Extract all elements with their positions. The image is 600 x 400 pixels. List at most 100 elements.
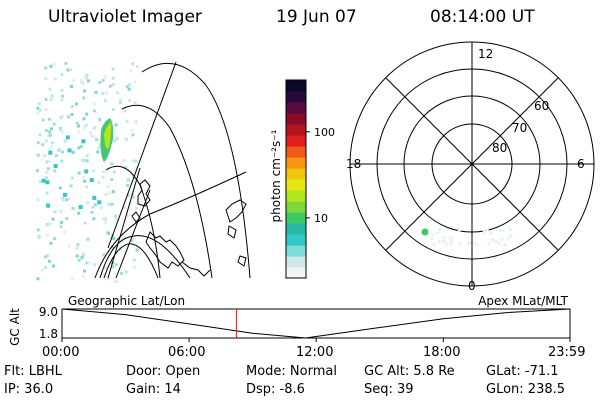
speckle — [134, 167, 138, 171]
speckle — [119, 99, 123, 103]
speckle — [64, 62, 68, 65]
speckle — [131, 175, 135, 179]
speckle-bright — [46, 203, 51, 208]
speckle — [53, 237, 56, 241]
speckle — [104, 220, 107, 224]
speckle — [104, 192, 108, 196]
mlt-label-12: 12 — [478, 47, 493, 61]
speckle — [92, 217, 96, 221]
speckle — [67, 244, 71, 248]
speckle — [116, 91, 119, 95]
polar-speckle — [489, 231, 493, 235]
speckle — [135, 206, 138, 210]
speckle — [49, 98, 53, 102]
colorbar-tick-label: 100 — [314, 126, 335, 139]
colorbar-label: photon cm⁻²s⁻¹ — [269, 129, 283, 222]
speckle — [77, 146, 81, 150]
speckle — [92, 102, 96, 106]
colorbar-cell — [286, 135, 306, 147]
speckle — [61, 94, 64, 98]
colorbar-cell — [286, 245, 306, 257]
instrument-title: Ultraviolet Imager — [48, 7, 202, 27]
speckle — [44, 97, 48, 101]
speckle — [49, 133, 52, 137]
lat-label-60: 60 — [534, 99, 549, 113]
dsp-info: Dsp: -8.6 — [246, 382, 305, 397]
speckle — [131, 133, 135, 137]
speckle-bright — [53, 164, 58, 168]
speckle — [41, 118, 45, 122]
polar-speckle — [430, 237, 434, 241]
speckle — [103, 99, 107, 103]
polar-speckle — [437, 239, 441, 243]
coastlines — [131, 179, 247, 277]
speckle — [36, 153, 40, 157]
polar-speckle — [500, 228, 504, 232]
time-label: 08:14:00 UT — [430, 7, 535, 27]
speckle — [49, 241, 53, 245]
speckle — [44, 139, 48, 143]
polar-speckle — [506, 237, 510, 241]
colorbar-cell — [286, 179, 306, 191]
speckle — [106, 231, 110, 235]
speckle — [36, 228, 40, 232]
speckle — [58, 128, 62, 132]
speckle — [71, 105, 74, 109]
polar-speckle — [443, 240, 447, 244]
speckle — [75, 121, 79, 125]
polar-speckle — [435, 231, 439, 235]
speckle — [86, 201, 90, 205]
speckle-bright — [97, 200, 102, 205]
seq-info: Seq: 39 — [364, 382, 414, 397]
speckle — [106, 184, 110, 188]
speckle — [38, 180, 42, 184]
timeline-right-label: Apex MLat/MLT — [478, 294, 568, 308]
colorbar-cell — [286, 157, 306, 169]
speckle — [41, 268, 44, 272]
speckle — [43, 255, 47, 259]
speckle — [84, 123, 88, 127]
speckle — [135, 65, 139, 69]
speckle — [44, 108, 48, 112]
speckle — [69, 184, 73, 188]
speckle — [85, 159, 89, 163]
speckle — [97, 146, 100, 150]
speckle — [75, 254, 79, 258]
speckle — [76, 243, 80, 247]
timeline-ytick-bottom: 1.8 — [39, 327, 58, 341]
polar-speckle — [458, 242, 461, 246]
speckle — [130, 238, 134, 242]
speckle — [126, 193, 130, 197]
speckle — [112, 107, 115, 111]
speckle — [50, 145, 54, 149]
speckle — [87, 261, 91, 265]
speckle — [103, 75, 107, 79]
speckle — [54, 154, 58, 158]
emission-speckles — [36, 62, 139, 284]
speckle-bright — [41, 178, 46, 183]
polar-speckle — [498, 242, 501, 246]
speckle — [80, 81, 84, 85]
speckle — [37, 102, 41, 106]
colorbar-ticks: 10 100 — [306, 126, 335, 225]
speckle — [111, 67, 115, 71]
speckle — [48, 130, 51, 134]
speckle — [82, 117, 86, 121]
polar-speckle — [457, 228, 461, 232]
speckle — [66, 115, 70, 119]
speckle — [38, 108, 42, 112]
speckle — [50, 94, 54, 98]
speckle — [90, 134, 94, 138]
lat-label-80: 80 — [492, 141, 507, 155]
mlt-diagonal-b — [385, 77, 559, 251]
speckle — [77, 258, 81, 262]
polar-speckle — [485, 228, 489, 232]
polar-emission-spot — [421, 228, 429, 236]
speckle — [96, 150, 100, 154]
speckle — [77, 124, 81, 128]
speckle — [60, 98, 64, 102]
speckle — [87, 79, 90, 83]
speckle — [44, 77, 48, 80]
colorbar-cell — [286, 234, 306, 246]
